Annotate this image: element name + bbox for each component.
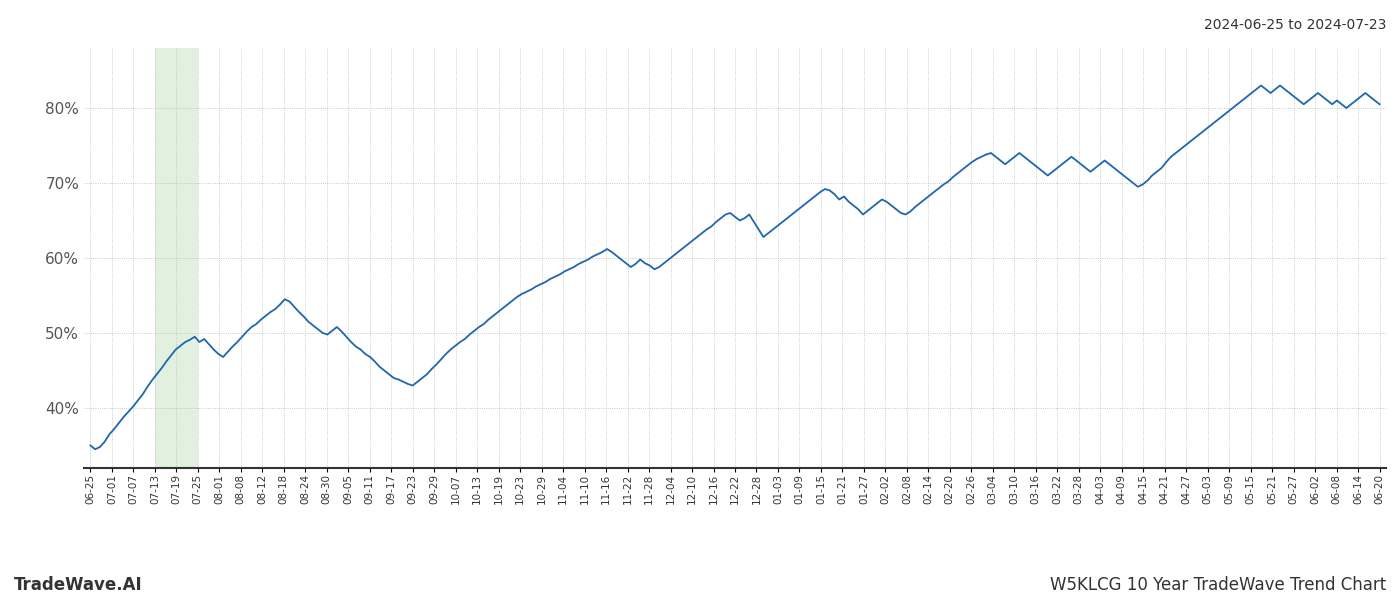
Text: TradeWave.AI: TradeWave.AI bbox=[14, 576, 143, 594]
Text: 2024-06-25 to 2024-07-23: 2024-06-25 to 2024-07-23 bbox=[1204, 18, 1386, 32]
Bar bbox=[155, 48, 197, 468]
Text: W5KLCG 10 Year TradeWave Trend Chart: W5KLCG 10 Year TradeWave Trend Chart bbox=[1050, 576, 1386, 594]
